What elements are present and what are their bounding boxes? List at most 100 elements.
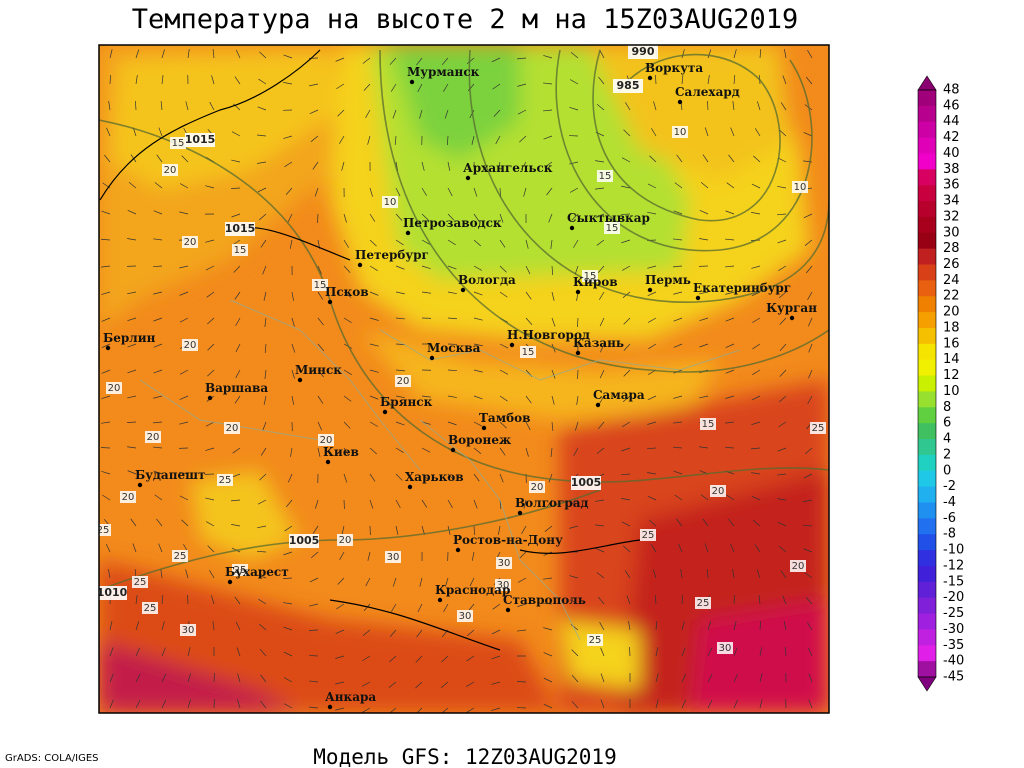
isobar-label-box bbox=[185, 133, 215, 147]
wind-arrow bbox=[473, 213, 480, 222]
wind-arrow bbox=[262, 421, 267, 431]
colorbar-cell bbox=[918, 502, 936, 519]
wind-arrow bbox=[782, 595, 787, 605]
wind-arrow bbox=[804, 239, 813, 246]
wind-arrow bbox=[466, 681, 475, 687]
wind-arrow bbox=[751, 447, 761, 450]
wind-arrow bbox=[803, 524, 813, 527]
wind-arrow bbox=[153, 317, 163, 322]
city-label: Киров bbox=[573, 275, 618, 289]
wind-arrow bbox=[598, 421, 605, 430]
city-label: Ставрополь bbox=[503, 593, 586, 607]
wind-arrow bbox=[622, 421, 631, 427]
wind-arrow bbox=[335, 57, 345, 62]
wind-arrow bbox=[466, 707, 475, 713]
wind-arrow bbox=[259, 623, 267, 631]
wind-arrow bbox=[777, 213, 787, 216]
wind-arrow bbox=[725, 291, 735, 295]
wind-arrow bbox=[681, 621, 685, 631]
wind-arrow bbox=[109, 74, 111, 85]
wind-arrow bbox=[233, 265, 241, 273]
wind-arrow bbox=[109, 647, 114, 657]
wind-arrow bbox=[702, 154, 709, 163]
wind-arrow bbox=[283, 703, 293, 709]
wind-arrow bbox=[127, 238, 137, 241]
city-label: Петербург bbox=[355, 248, 429, 262]
wind-arrow bbox=[499, 421, 507, 429]
wind-arrow bbox=[707, 699, 713, 709]
wind-arrow bbox=[127, 291, 137, 295]
temperature-label-box bbox=[337, 534, 353, 546]
city-dot bbox=[105, 345, 111, 351]
wind-arrow bbox=[135, 699, 141, 709]
wind-arrow bbox=[257, 187, 267, 193]
wind-arrow bbox=[447, 213, 455, 221]
temperature-label: 20 bbox=[792, 561, 805, 572]
colorbar-label: -8 bbox=[943, 527, 956, 542]
wind-arrow bbox=[647, 183, 657, 189]
wind-arrow bbox=[493, 109, 501, 117]
wind-arrow bbox=[758, 595, 761, 605]
city-label: Вологда bbox=[458, 273, 516, 287]
temperature-label-box bbox=[182, 236, 198, 248]
temperature-label: 25 bbox=[174, 551, 187, 562]
wind-arrow bbox=[309, 680, 319, 683]
wind-arrow bbox=[205, 185, 215, 189]
wind-arrow bbox=[573, 239, 579, 248]
colorbar-label: 0 bbox=[943, 463, 951, 478]
wind-arrow bbox=[231, 131, 241, 137]
wind-arrow bbox=[647, 495, 657, 501]
colorbar-cell bbox=[918, 105, 936, 123]
city-label: Архангельск bbox=[463, 161, 553, 175]
wind-arrow bbox=[309, 603, 319, 607]
temperature-label: 30 bbox=[182, 625, 195, 636]
wind-arrow bbox=[447, 499, 453, 508]
wind-arrow bbox=[230, 187, 241, 189]
wind-arrow bbox=[127, 317, 137, 322]
wind-arrow bbox=[777, 447, 787, 452]
colorbar-label: -25 bbox=[943, 606, 964, 621]
city-dot bbox=[505, 607, 511, 613]
wind-arrow bbox=[517, 629, 527, 632]
wind-arrow bbox=[499, 369, 509, 375]
wind-arrow bbox=[759, 673, 763, 683]
city-label: Анкара bbox=[325, 690, 376, 704]
colorbar-label: 42 bbox=[943, 130, 960, 145]
wind-arrow bbox=[339, 135, 345, 144]
temperature-label: 20 bbox=[122, 492, 135, 503]
city-label: Воронеж bbox=[448, 433, 511, 447]
wind-arrow bbox=[543, 677, 553, 683]
wind-arrow bbox=[212, 49, 215, 59]
wind-arrow bbox=[419, 109, 423, 119]
wind-arrow bbox=[153, 446, 163, 449]
colorbar-label: 44 bbox=[943, 114, 960, 129]
wind-arrow bbox=[520, 161, 527, 170]
wind-arrow bbox=[473, 291, 483, 296]
temperature-label-box bbox=[132, 576, 148, 588]
temperature-label-box bbox=[172, 550, 188, 562]
colorbar-label: 30 bbox=[943, 225, 960, 240]
city-label: Екатеринбург bbox=[693, 281, 791, 295]
colorbar-label: 46 bbox=[943, 98, 960, 113]
wind-arrow bbox=[312, 161, 319, 170]
temperature-label-box bbox=[120, 491, 136, 503]
wind-arrow bbox=[156, 154, 163, 163]
wind-arrow bbox=[655, 74, 657, 85]
wind-arrow bbox=[205, 521, 215, 527]
wind-arrow bbox=[673, 395, 683, 399]
wind-arrow bbox=[235, 343, 241, 353]
wind-arrow bbox=[595, 213, 605, 218]
wind-arrow bbox=[106, 127, 111, 137]
wind-arrow bbox=[179, 317, 189, 323]
city-dot bbox=[437, 597, 443, 603]
colorbar-cell bbox=[918, 470, 936, 488]
temperature-label: 20 bbox=[531, 482, 544, 493]
wind-arrow bbox=[335, 655, 345, 659]
wind-arrow bbox=[473, 473, 480, 482]
wind-arrow bbox=[599, 369, 605, 379]
wind-arrow bbox=[309, 706, 319, 709]
wind-arrow bbox=[135, 100, 137, 111]
wind-arrow bbox=[361, 681, 371, 687]
wind-arrow bbox=[233, 103, 241, 111]
temperature-label: 15 bbox=[584, 271, 597, 282]
